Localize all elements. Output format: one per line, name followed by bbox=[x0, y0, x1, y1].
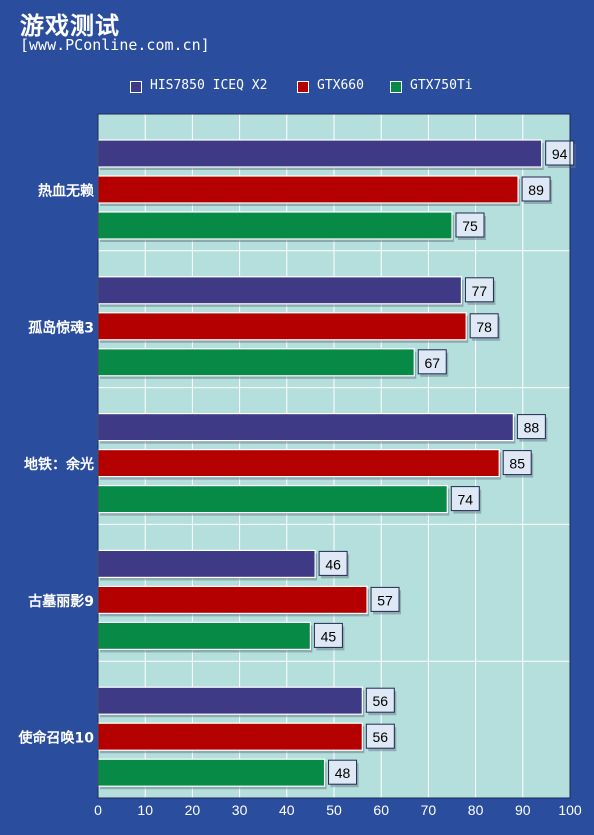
value-label-box-gtx660-5 bbox=[365, 723, 395, 749]
x-tick-label-50: 50 bbox=[326, 802, 342, 818]
category-label-1: 热血无赖 bbox=[38, 183, 94, 200]
chart-title: 游戏测试 bbox=[20, 12, 120, 40]
value-label-box-gtx750ti-5 bbox=[328, 759, 358, 785]
bar-gtx750ti-3 bbox=[97, 485, 448, 514]
legend-label-gtx660: GTX660 bbox=[317, 78, 364, 93]
plot-border bbox=[97, 113, 571, 799]
category-label-2: 孤岛惊魂3 bbox=[28, 319, 94, 336]
category-label-3: 地铁：余光 bbox=[24, 456, 94, 473]
value-label-gtx750ti-2: 67 bbox=[424, 355, 440, 371]
category-label-5: 使命召唤10 bbox=[18, 730, 95, 747]
value-label-box-his7850iceqx2-3 bbox=[516, 414, 546, 440]
chart-subtitle: [www.PConline.com.cn] bbox=[20, 36, 210, 54]
bar-gtx750ti-5 bbox=[97, 758, 326, 787]
value-label-box-gtx750ti-2 bbox=[417, 349, 447, 375]
bar-his7850iceqx2-5 bbox=[97, 686, 363, 715]
value-label-box-gtx660-2 bbox=[469, 313, 499, 339]
bar-gtx660-4 bbox=[97, 585, 368, 615]
category-label-4: 古墓丽影9 bbox=[28, 593, 94, 610]
x-tick-label-20: 20 bbox=[185, 802, 201, 818]
value-label-box-his7850iceqx2-5 bbox=[365, 687, 395, 713]
value-label-gtx660-5: 56 bbox=[373, 729, 389, 745]
value-label-gtx750ti-3: 74 bbox=[457, 492, 473, 508]
x-tick-label-100: 100 bbox=[558, 802, 582, 818]
legend-swatch-his7850 bbox=[130, 81, 142, 93]
value-label-his7850iceqx2-4: 46 bbox=[325, 556, 341, 572]
legend-label-his7850: HIS7850 ICEQ X2 bbox=[150, 78, 268, 93]
bar-his7850iceqx2-2 bbox=[97, 276, 463, 305]
value-label-box-gtx750ti-4 bbox=[313, 622, 343, 648]
value-label-box-his7850iceqx2-2 bbox=[464, 277, 494, 303]
legend-label-gtx750ti: GTX750Ti bbox=[410, 78, 473, 93]
value-label-box-gtx750ti-1 bbox=[455, 212, 485, 238]
value-label-gtx750ti-1: 75 bbox=[462, 218, 478, 234]
bar-gtx750ti-2 bbox=[97, 348, 415, 377]
bar-gtx750ti-4 bbox=[97, 621, 311, 651]
bar-gtx660-2 bbox=[97, 312, 467, 341]
value-label-gtx660-4: 57 bbox=[377, 592, 393, 608]
value-label-his7850iceqx2-2: 77 bbox=[472, 283, 488, 299]
value-label-his7850iceqx2-5: 56 bbox=[373, 693, 389, 709]
legend-swatch-gtx750ti bbox=[390, 81, 402, 93]
value-label-gtx750ti-5: 48 bbox=[335, 765, 351, 781]
x-tick-label-90: 90 bbox=[515, 802, 531, 818]
value-label-gtx660-1: 89 bbox=[528, 182, 544, 198]
bar-gtx660-3 bbox=[97, 449, 500, 478]
value-label-box-gtx660-4 bbox=[370, 586, 400, 612]
bar-gtx660-5 bbox=[97, 722, 363, 751]
value-label-his7850iceqx2-3: 88 bbox=[524, 420, 540, 436]
legend: HIS7850 ICEQ X2 GTX660 GTX750Ti bbox=[0, 78, 594, 96]
value-label-box-gtx660-3 bbox=[502, 450, 532, 476]
bar-gtx750ti-1 bbox=[97, 211, 453, 240]
bar-his7850iceqx2-3 bbox=[97, 413, 514, 442]
value-label-box-gtx660-1 bbox=[521, 176, 551, 202]
value-label-gtx660-3: 85 bbox=[509, 456, 525, 472]
value-label-box-gtx750ti-3 bbox=[450, 486, 480, 512]
value-label-his7850iceqx2-1: 94 bbox=[552, 146, 568, 162]
value-label-gtx750ti-4: 45 bbox=[321, 628, 337, 644]
legend-swatch-gtx660 bbox=[297, 81, 309, 93]
value-label-box-his7850iceqx2-4 bbox=[318, 550, 348, 576]
bar-his7850iceqx2-1 bbox=[97, 139, 543, 168]
x-tick-label-70: 70 bbox=[421, 802, 437, 818]
x-tick-label-0: 0 bbox=[94, 802, 102, 818]
x-tick-label-30: 30 bbox=[232, 802, 248, 818]
bar-his7850iceqx2-4 bbox=[97, 549, 316, 579]
x-tick-label-80: 80 bbox=[468, 802, 484, 818]
x-tick-label-60: 60 bbox=[373, 802, 389, 818]
value-label-box-his7850iceqx2-1 bbox=[545, 140, 575, 166]
bar-gtx660-1 bbox=[97, 175, 519, 204]
x-tick-label-40: 40 bbox=[279, 802, 295, 818]
x-tick-label-10: 10 bbox=[137, 802, 153, 818]
value-label-gtx660-2: 78 bbox=[476, 319, 492, 335]
